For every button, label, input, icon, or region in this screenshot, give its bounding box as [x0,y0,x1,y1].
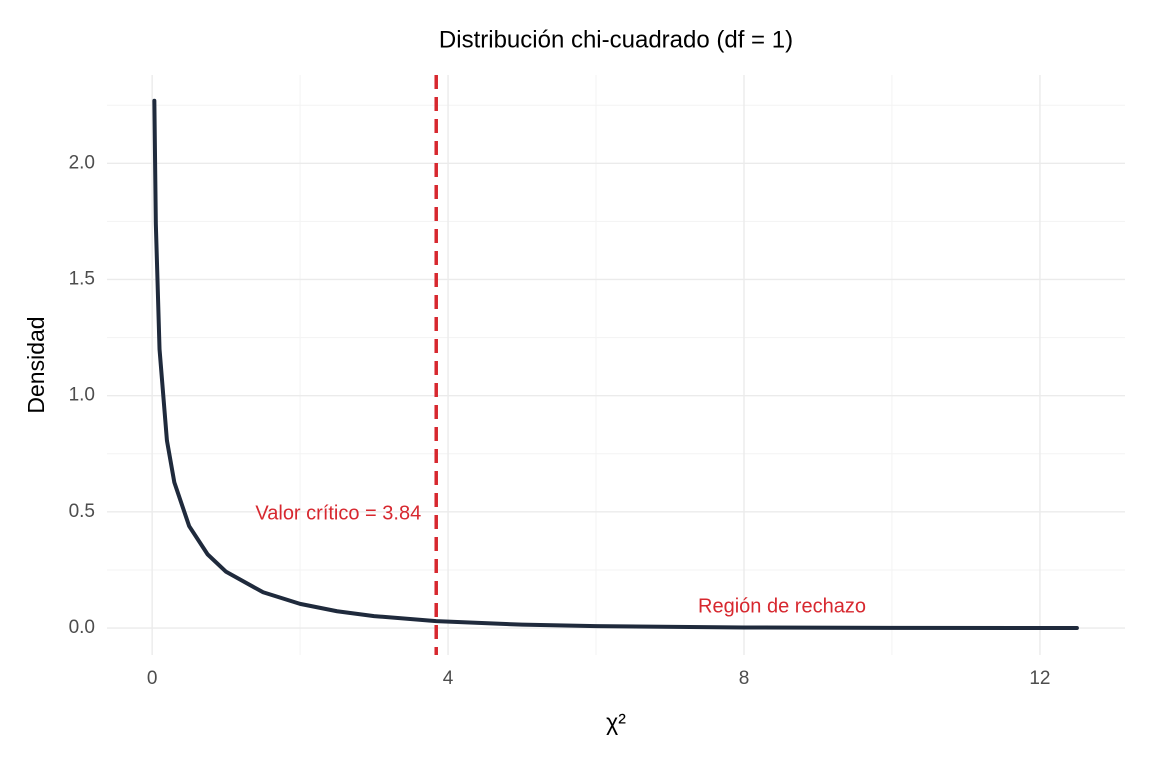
x-tick-label: 12 [1029,668,1050,689]
y-axis-title: Densidad [23,316,49,413]
annotation: Valor crítico = 3.84 [255,502,421,524]
y-tick-label: 2.0 [69,152,95,173]
density-line [152,98,1079,630]
chart-title: Distribución chi-cuadrado (df = 1) [439,26,793,53]
annotation: Región de rechazo [698,595,866,617]
y-tick-label: 1.0 [69,385,95,406]
y-tick-label: 1.5 [69,269,95,290]
x-tick-label: 4 [443,668,454,689]
x-tick-label: 8 [739,668,750,689]
y-tick-label: 0.0 [69,617,95,638]
x-axis-title: χ² [606,709,626,735]
x-tick-label: 0 [147,668,158,689]
y-tick-label: 0.5 [69,501,95,522]
